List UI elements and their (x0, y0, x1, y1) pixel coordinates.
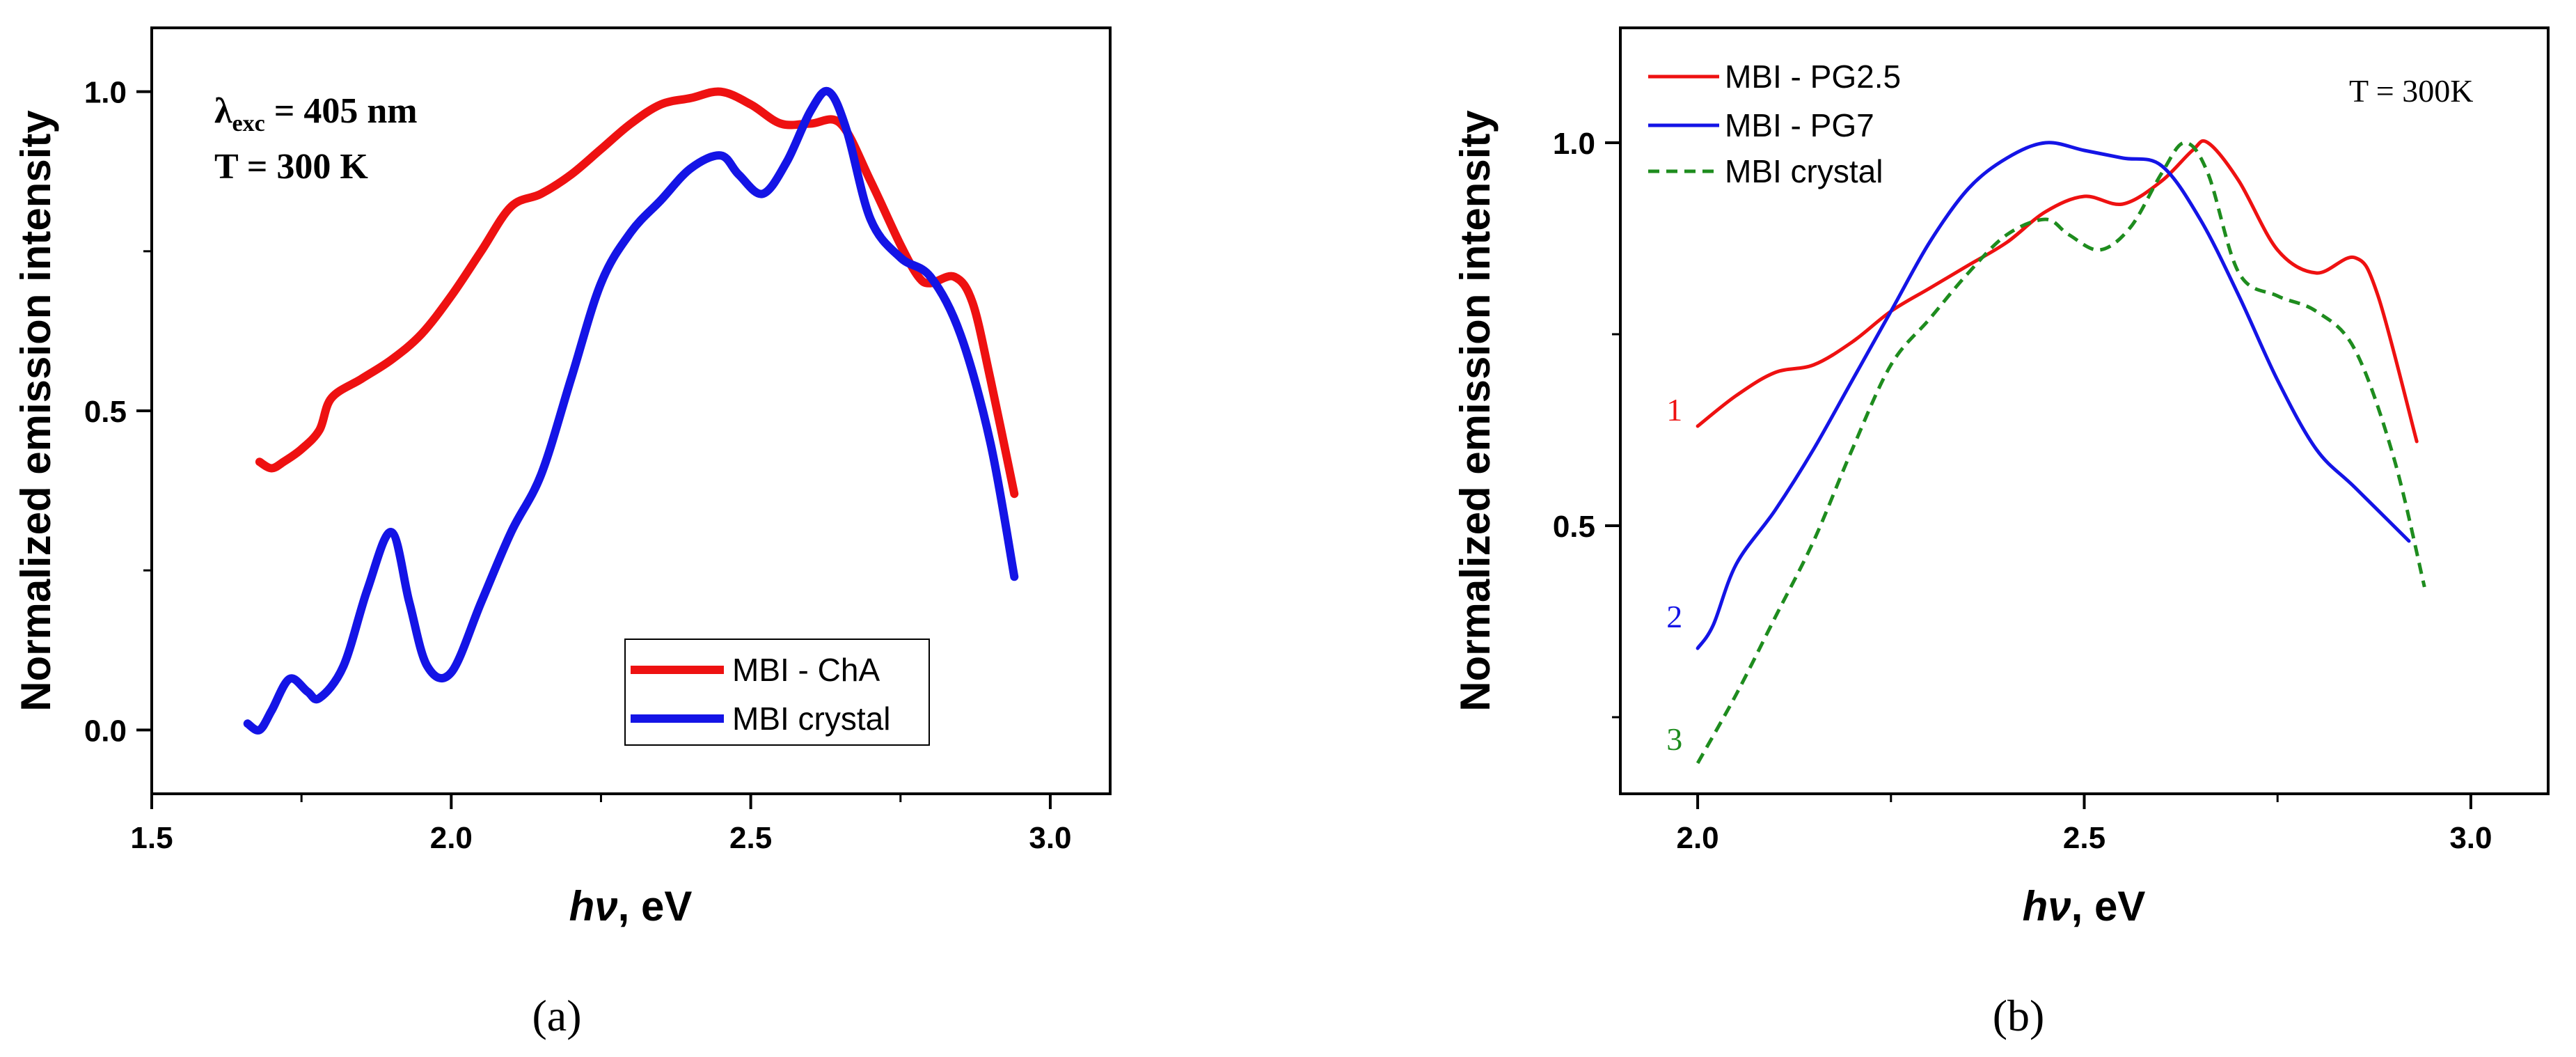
panel-a-legend-box (624, 639, 930, 746)
panel-b-y-tick-label: 1.0 (1553, 127, 1595, 161)
panel-a-x-tick-label: 2.5 (729, 821, 772, 855)
panel-b-x-tick-label: 3.0 (2449, 821, 2492, 855)
panel-a-series (243, 87, 1019, 735)
panel-b-series-line-2 (1696, 141, 2411, 650)
panel-a-tick-labels: 1.5 2.0 2.5 3.0 0.0 0.5 1.0 (84, 76, 1072, 855)
panel-a-y-tick-label: 0.0 (84, 714, 127, 748)
panel-b-ticks (1605, 141, 2472, 809)
panel-a-series-line-1 (255, 87, 1019, 499)
panel-a-x-axis-title-unit: , eV (618, 883, 693, 930)
panel-b-x-tick-label: 2.5 (2063, 821, 2105, 855)
panel-a-series-line-2 (243, 87, 1019, 735)
panel-b-annotation-temperature: T = 300K (2349, 73, 2473, 109)
panel-a-legend-label-1: MBI - ChA (732, 652, 880, 688)
panel-b-legend: MBI - PG2.5 MBI - PG7 MBI crystal (1648, 58, 1901, 189)
panel-b-x-axis-title-unit: , eV (2071, 883, 2146, 930)
panel-a-x-axis-title-symbol: hν (569, 883, 618, 930)
panel-b-series-line-3 (1696, 141, 2426, 765)
panel-b-legend-label-1: MBI - PG2.5 (1725, 58, 1901, 95)
panel-a-y-tick-label: 0.5 (84, 395, 127, 429)
panel-b-legend-label-3: MBI crystal (1725, 153, 1883, 189)
panel-b-series-line-1 (1696, 139, 2419, 444)
panel-a-y-axis-title: Normalized emission intensity (13, 110, 59, 712)
panel-a-x-tick-label: 1.5 (130, 821, 173, 855)
lambda-value: = 405 nm (265, 91, 418, 131)
panel-a-annotation-temperature: T = 300 K (214, 147, 368, 187)
lambda-subscript: exc (232, 111, 265, 136)
panel-a-ticks (136, 90, 1052, 809)
panel-b-curve-number-2: 2 (1666, 599, 1682, 634)
panel-b-y-tick-label: 0.5 (1553, 510, 1595, 544)
panel-b-x-axis-title: hν, eV (2023, 883, 2146, 930)
panel-a: 1.5 2.0 2.5 3.0 0.0 0.5 1.0 λexc = 405 nm T = … (13, 26, 1112, 1040)
panel-b: 2.0 2.5 3.0 0.5 1.0 1 2 3 T = 300K MBI - PG2.5… (1452, 26, 2550, 1040)
panel-a-y-tick-label: 1.0 (84, 76, 127, 110)
panel-b-x-axis-title-symbol: hν (2023, 883, 2071, 930)
panel-a-annotation-lambda: λexc = 405 nm (214, 91, 418, 136)
panel-b-series (1696, 139, 2426, 765)
panel-a-x-tick-label: 2.0 (430, 821, 473, 855)
panel-b-curve-numbers: 1 2 3 (1666, 392, 1682, 757)
panel-b-tick-labels: 2.0 2.5 3.0 0.5 1.0 (1553, 127, 2492, 855)
panel-b-x-tick-label: 2.0 (1676, 821, 1718, 855)
panel-b-curve-number-1: 1 (1666, 392, 1682, 428)
panel-a-label: (a) (532, 991, 581, 1040)
panel-a-x-axis-title: hν, eV (569, 883, 693, 930)
panel-a-legend-label-2: MBI crystal (732, 700, 890, 737)
lambda-symbol: λ (214, 91, 232, 131)
panel-b-curve-number-3: 3 (1666, 721, 1682, 757)
panel-a-legend: MBI - ChA MBI crystal (624, 639, 930, 746)
panel-b-legend-label-2: MBI - PG7 (1725, 107, 1874, 143)
panel-b-label: (b) (1993, 991, 2045, 1040)
panel-a-x-tick-label: 3.0 (1029, 821, 1071, 855)
panel-b-y-axis-title: Normalized emission intensity (1452, 110, 1499, 712)
